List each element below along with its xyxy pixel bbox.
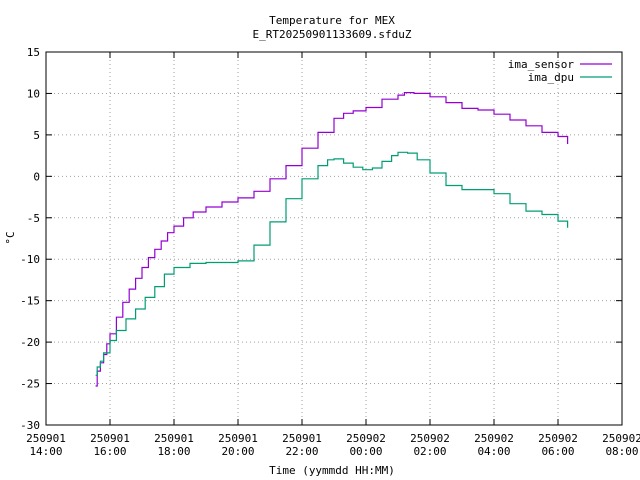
y-tick-label: 10 [27, 87, 40, 100]
y-tick-label: 0 [33, 170, 40, 183]
x-axis: 25090114:0025090116:0025090118:002509012… [26, 52, 640, 458]
x-tick-label-date: 250901 [90, 432, 130, 445]
y-axis: -30 -25 -20 -15 -10 -5 0 5 10 15 [20, 46, 622, 432]
y-tick-label: -15 [20, 295, 40, 308]
x-tick-label-date: 250902 [538, 432, 578, 445]
x-tick-label-time: 00:00 [349, 445, 382, 458]
x-tick-label-date: 250901 [282, 432, 322, 445]
y-tick-label: -25 [20, 378, 40, 391]
x-tick-label-time: 18:00 [157, 445, 190, 458]
x-tick-label-time: 08:00 [605, 445, 638, 458]
y-tick-label: -20 [20, 336, 40, 349]
x-tick-label-time: 06:00 [541, 445, 574, 458]
legend-label-ima_dpu: ima_dpu [528, 71, 574, 84]
y-tick-label: -10 [20, 253, 40, 266]
chart-title: Temperature for MEX [269, 14, 395, 27]
x-tick-label-time: 22:00 [285, 445, 318, 458]
x-tick-label-time: 16:00 [93, 445, 126, 458]
grid [46, 52, 622, 425]
x-axis-label: Time (yymmdd HH:MM) [269, 464, 395, 477]
x-tick-label-date: 250901 [26, 432, 66, 445]
series-lines [95, 92, 569, 387]
x-tick-label-date: 250902 [410, 432, 450, 445]
y-tick-label: -30 [20, 419, 40, 432]
y-tick-label: 5 [33, 129, 40, 142]
x-tick-label-date: 250902 [346, 432, 386, 445]
x-tick-label-date: 250901 [154, 432, 194, 445]
y-tick-label: -5 [27, 212, 40, 225]
series-line-ima_sensor [95, 92, 569, 387]
x-tick-label-date: 250902 [474, 432, 514, 445]
x-tick-label-time: 20:00 [221, 445, 254, 458]
x-tick-label-date: 250901 [218, 432, 258, 445]
x-tick-label-time: 14:00 [29, 445, 62, 458]
y-tick-label: 15 [27, 46, 40, 59]
plot-frame [45, 51, 623, 426]
x-tick-label-time: 02:00 [413, 445, 446, 458]
series-line-ima_dpu [95, 151, 569, 376]
y-axis-label: °C [4, 231, 17, 244]
x-tick-label-date: 250902 [602, 432, 640, 445]
x-tick-label-time: 04:00 [477, 445, 510, 458]
legend-label-ima_sensor: ima_sensor [508, 58, 575, 71]
chart-subtitle: E_RT20250901133609.sfduZ [253, 28, 412, 41]
